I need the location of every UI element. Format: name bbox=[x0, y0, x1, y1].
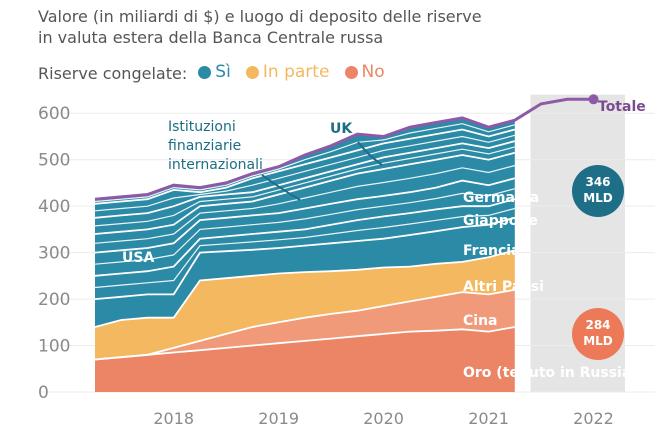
pointer-uk bbox=[357, 141, 383, 166]
area-totale bbox=[95, 117, 515, 204]
interior-line-7 bbox=[94, 134, 515, 212]
interior-line-6 bbox=[94, 146, 515, 227]
badge-284 bbox=[572, 308, 624, 360]
boundary-line-1 bbox=[94, 288, 515, 361]
chart-title-line-1: Valore (in miliardi di $) e luogo di dep… bbox=[38, 7, 482, 26]
x-tick-2022: 2022 bbox=[573, 409, 614, 428]
legend-dot-no bbox=[344, 65, 358, 79]
total-end-point bbox=[588, 94, 599, 105]
y-tick-400: 400 bbox=[38, 197, 70, 217]
interior-line-8 bbox=[94, 123, 515, 203]
legend-text-no: No bbox=[361, 62, 385, 82]
y-axis: 0 100 200 300 400 500 600 bbox=[38, 104, 70, 403]
y-tick-0: 0 bbox=[38, 383, 49, 403]
badge-346-unit: MLD bbox=[583, 191, 613, 205]
label-oro: Oro (tenuto in Russia) bbox=[463, 365, 638, 381]
legend-item-in-parte: In parte bbox=[245, 62, 330, 82]
x-tick-2021: 2021 bbox=[468, 409, 509, 428]
label-uk: UK bbox=[330, 121, 353, 137]
chart-labels: USA Germania Giappone Francia Altri Paes… bbox=[122, 99, 646, 381]
label-cina: Cina bbox=[463, 313, 498, 329]
badge-284-unit: MLD bbox=[583, 334, 613, 348]
chart-boundary-lines bbox=[94, 123, 516, 361]
label-germania: Germania bbox=[463, 190, 539, 206]
legend-label: Riserve congelate: bbox=[38, 63, 188, 83]
area-usa bbox=[95, 217, 515, 327]
pointer-istituzioni bbox=[261, 174, 301, 201]
y-tick-200: 200 bbox=[38, 290, 70, 310]
x-tick-2019: 2019 bbox=[258, 409, 299, 428]
x-tick-2018: 2018 bbox=[153, 409, 194, 428]
y-tick-500: 500 bbox=[38, 151, 70, 171]
total-line-group bbox=[94, 94, 599, 201]
boundary-line-7 bbox=[94, 140, 516, 219]
area-cina bbox=[95, 289, 515, 360]
badge-346 bbox=[572, 165, 624, 217]
legend-item-no: No bbox=[344, 62, 385, 82]
total-line bbox=[94, 97, 594, 201]
interior-line-4 bbox=[94, 188, 515, 265]
area-uk bbox=[95, 129, 515, 218]
legend-text-si: Sì bbox=[215, 62, 231, 82]
boundary-line-2 bbox=[94, 249, 516, 328]
label-pointers bbox=[261, 141, 383, 201]
chart-title: Valore (in miliardi di $) e luogo di dep… bbox=[38, 6, 482, 48]
x-axis: 2018 2019 2020 2021 2022 bbox=[153, 409, 614, 428]
chart-areas bbox=[95, 117, 515, 392]
label-usa: USA bbox=[122, 250, 154, 266]
legend-item-si: Sì bbox=[198, 62, 231, 82]
label-giappone: Giappone bbox=[463, 213, 538, 229]
boundary-line-4 bbox=[94, 198, 516, 277]
boundary-line-5 bbox=[94, 177, 516, 254]
label-altri-paesi: Altri Paesi bbox=[463, 279, 544, 295]
label-totale: Totale bbox=[598, 99, 646, 115]
y-tick-100: 100 bbox=[38, 337, 70, 357]
legend: Riserve congelate: Sì In parte No bbox=[38, 62, 395, 83]
interior-line-3 bbox=[94, 207, 515, 289]
value-badges: 346 MLD 284 MLD bbox=[572, 165, 624, 360]
boundary-line-8 bbox=[94, 128, 516, 205]
label-istituzioni-3: internazionali bbox=[168, 157, 263, 173]
y-tick-300: 300 bbox=[38, 244, 70, 264]
badge-346-value: 346 bbox=[585, 175, 610, 189]
area-altri-paesi bbox=[95, 250, 515, 360]
interior-line-5 bbox=[94, 164, 515, 244]
label-istituzioni-2: finanziarie bbox=[168, 138, 241, 154]
area-oro-tenuto-in-russia- bbox=[95, 327, 515, 392]
label-istituzioni-1: Istituzioni bbox=[168, 119, 236, 135]
boundary-line-3 bbox=[94, 216, 516, 300]
y-tick-600: 600 bbox=[38, 104, 70, 124]
chart-title-line-2: in valuta estera della Banca Centrale ru… bbox=[38, 28, 384, 47]
area-germania bbox=[95, 152, 515, 253]
boundary-line-0 bbox=[94, 326, 515, 361]
boundary-line-6 bbox=[94, 151, 516, 235]
x-tick-2020: 2020 bbox=[363, 409, 404, 428]
legend-text-in-parte: In parte bbox=[262, 62, 330, 82]
badge-284-value: 284 bbox=[585, 318, 610, 332]
legend-dot-si bbox=[198, 65, 212, 79]
legend-dot-in-parte bbox=[245, 65, 259, 79]
label-francia: Francia bbox=[463, 243, 521, 259]
